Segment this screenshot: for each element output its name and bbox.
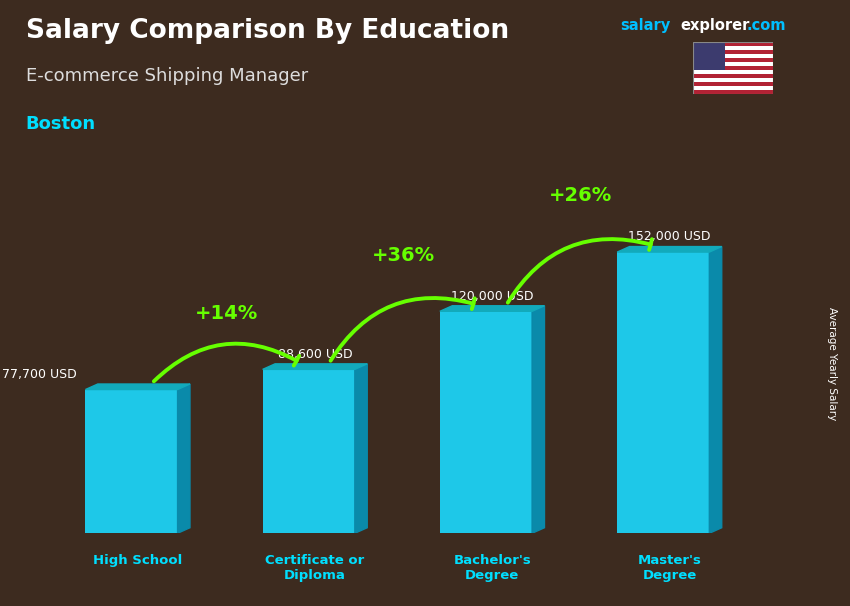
Bar <box>693 50 774 55</box>
Bar <box>693 74 774 78</box>
Bar <box>693 47 774 50</box>
Text: High School: High School <box>93 554 182 567</box>
Bar <box>693 42 774 47</box>
Text: 77,700 USD: 77,700 USD <box>2 368 76 381</box>
Bar <box>263 370 354 533</box>
Text: Master's
Degree: Master's Degree <box>638 554 701 582</box>
Text: 120,000 USD: 120,000 USD <box>451 290 534 302</box>
Text: Salary Comparison By Education: Salary Comparison By Education <box>26 18 508 44</box>
Text: +26%: +26% <box>549 187 613 205</box>
Polygon shape <box>354 364 367 533</box>
Text: +14%: +14% <box>195 304 258 322</box>
Bar <box>693 86 774 90</box>
Bar <box>693 70 774 74</box>
Bar <box>693 55 774 58</box>
Text: E-commerce Shipping Manager: E-commerce Shipping Manager <box>26 67 308 85</box>
Polygon shape <box>178 384 190 533</box>
Text: 88,600 USD: 88,600 USD <box>278 348 352 361</box>
Polygon shape <box>85 384 190 390</box>
Text: salary: salary <box>620 18 671 33</box>
Polygon shape <box>440 306 545 311</box>
Polygon shape <box>532 306 545 533</box>
Text: Bachelor's
Degree: Bachelor's Degree <box>453 554 531 582</box>
Bar <box>693 42 725 70</box>
Text: Boston: Boston <box>26 115 95 133</box>
Text: Certificate or
Diploma: Certificate or Diploma <box>265 554 365 582</box>
Bar <box>693 90 774 94</box>
Text: 152,000 USD: 152,000 USD <box>628 230 711 243</box>
Bar <box>85 390 178 533</box>
Bar <box>440 311 532 533</box>
Bar <box>693 82 774 86</box>
Polygon shape <box>617 247 722 252</box>
Bar <box>693 66 774 70</box>
Text: Average Yearly Salary: Average Yearly Salary <box>827 307 837 420</box>
Text: +36%: +36% <box>372 245 435 265</box>
Bar <box>617 252 710 533</box>
Text: explorer: explorer <box>680 18 750 33</box>
Bar <box>693 78 774 82</box>
Bar <box>693 62 774 66</box>
Bar <box>693 58 774 62</box>
Text: .com: .com <box>746 18 785 33</box>
Polygon shape <box>710 247 722 533</box>
Polygon shape <box>263 364 367 370</box>
